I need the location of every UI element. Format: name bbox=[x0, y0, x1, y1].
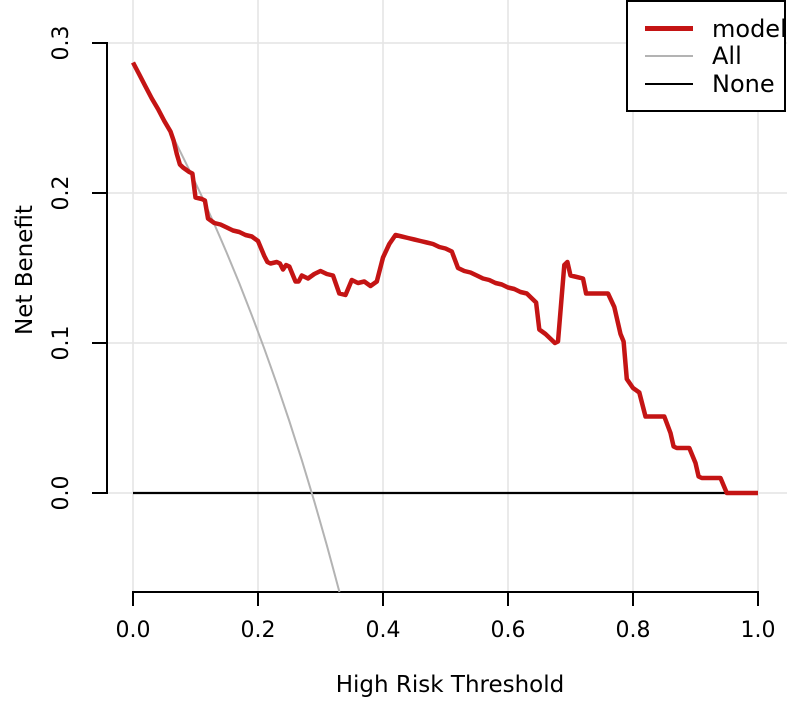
y-tick-label-0.3: 0.3 bbox=[49, 25, 74, 61]
y-axis-title: Net Benefit bbox=[12, 205, 38, 335]
legend: model All None bbox=[626, 0, 787, 112]
all-line bbox=[132, 63, 341, 593]
x-tick-label-0.4: 0.4 bbox=[365, 618, 401, 643]
x-tick-label-1.0: 1.0 bbox=[740, 618, 776, 643]
legend-label-model: model bbox=[712, 14, 787, 43]
x-tick-label-0.8: 0.8 bbox=[615, 618, 651, 643]
none-line-swatch bbox=[645, 82, 693, 85]
y-tick-label-0.0: 0.0 bbox=[49, 475, 74, 511]
legend-item-none: None bbox=[628, 70, 784, 98]
x-axis-title: High Risk Threshold bbox=[335, 672, 565, 698]
legend-item-all: All bbox=[628, 43, 784, 71]
y-tick-label-0.1: 0.1 bbox=[49, 325, 74, 361]
x-tick-label-0.6: 0.6 bbox=[490, 618, 526, 643]
y-tick-label-0.2: 0.2 bbox=[49, 175, 74, 211]
legend-label-none: None bbox=[712, 69, 775, 98]
x-tick-label-0.0: 0.0 bbox=[115, 618, 151, 643]
x-tick-label-0.2: 0.2 bbox=[240, 618, 276, 643]
legend-label-all: All bbox=[712, 42, 742, 71]
model-line bbox=[131, 61, 758, 496]
legend-item-model: model bbox=[628, 14, 787, 43]
all-line-swatch bbox=[645, 55, 693, 58]
model-line-swatch bbox=[645, 26, 693, 32]
